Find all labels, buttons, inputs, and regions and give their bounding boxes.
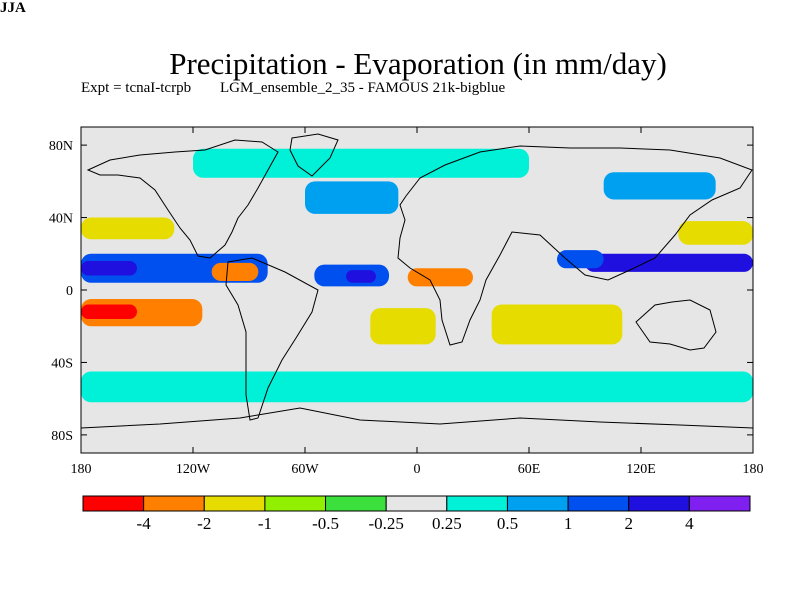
colorbar-swatch xyxy=(567,495,630,512)
coastline-south-america xyxy=(225,257,319,421)
region-south-atlantic-dry xyxy=(370,308,436,345)
x-tick-label: 60E xyxy=(518,462,541,477)
region-southeast-pacific-dry-core xyxy=(81,304,137,319)
colorbar-label: -0.25 xyxy=(368,514,403,533)
colorbar-swatch xyxy=(506,495,569,512)
region-bay-of-bengal xyxy=(557,250,604,269)
region-northwest-pacific-dry xyxy=(678,221,753,245)
region-southern-ocean-wet xyxy=(81,371,753,403)
y-tick-label: 40N xyxy=(49,212,73,227)
x-tick-label: 180 xyxy=(71,462,92,477)
x-tick-label: 120W xyxy=(176,462,211,477)
region-arctic-wet xyxy=(193,148,529,178)
colorbar-label: -1 xyxy=(258,514,272,533)
coastline-antarctica xyxy=(80,407,754,429)
region-asian-monsoon xyxy=(585,253,753,272)
colorbar-label: 4 xyxy=(685,514,694,533)
region-south-indian-dry xyxy=(491,304,623,345)
y-tick-label: 80N xyxy=(49,139,73,154)
colorbar-swatch xyxy=(203,495,266,512)
x-tick-label: 120E xyxy=(626,462,656,477)
y-tick-label: 0 xyxy=(66,284,73,299)
run-label: LGM_ensemble_2_35 - FAMOUS 21k-bigblue xyxy=(220,80,506,96)
coastlines xyxy=(80,133,754,429)
colorbar-swatch xyxy=(143,495,205,512)
colorbar-swatch xyxy=(82,495,145,512)
region-siberia-wet xyxy=(603,172,716,200)
y-tick-label: 40S xyxy=(51,356,73,371)
region-north-atlantic-itcz-core xyxy=(346,270,376,283)
colorbar-label: 2 xyxy=(624,514,633,533)
colorbar-label: 1 xyxy=(564,514,573,533)
y-tick-label: 80S xyxy=(51,429,73,444)
colorbar: -4 -2 -1 -0.5 -0.25 0.25 0.5 1 2 4 xyxy=(82,495,751,533)
x-tick-label: 180 xyxy=(743,462,764,477)
colorbar-swatch xyxy=(446,495,508,512)
colorbar-swatch xyxy=(688,495,751,512)
region-sahara-dry xyxy=(407,268,473,287)
colorbar-swatch xyxy=(264,495,327,512)
colorbar-swatch xyxy=(325,495,387,512)
axis-ticks: 180 120W 60W 0 60E 120E 180 80N 40N 0 40S 80S xyxy=(49,127,764,477)
colorbar-label: -2 xyxy=(197,514,211,533)
colorbar-label: -4 xyxy=(137,514,152,533)
coastline-australia xyxy=(635,299,717,351)
coastline-north-america xyxy=(86,139,279,259)
colorbar-label: 0.5 xyxy=(497,514,518,533)
x-tick-label: 0 xyxy=(414,462,421,477)
region-north-atlantic-wet xyxy=(305,181,399,214)
colorbar-swatch xyxy=(628,495,690,512)
region-north-pacific-dry xyxy=(81,217,175,240)
anomaly-regions xyxy=(81,148,753,403)
colorbar-label: -0.5 xyxy=(312,514,339,533)
region-central-america-dry xyxy=(211,262,259,281)
x-tick-label: 60W xyxy=(291,462,319,477)
coastline-greenland xyxy=(289,133,339,177)
region-north-pacific-itcz-core xyxy=(81,261,137,276)
season-label: JJA xyxy=(0,0,26,16)
page-title: Precipitation - Evaporation (in mm/day) xyxy=(169,46,667,81)
colorbar-swatch xyxy=(385,495,448,512)
colorbar-label: 0.25 xyxy=(432,514,462,533)
experiment-label: Expt = tcnaI-tcrpb xyxy=(81,80,192,96)
coastline-eurasia-africa xyxy=(397,145,753,346)
